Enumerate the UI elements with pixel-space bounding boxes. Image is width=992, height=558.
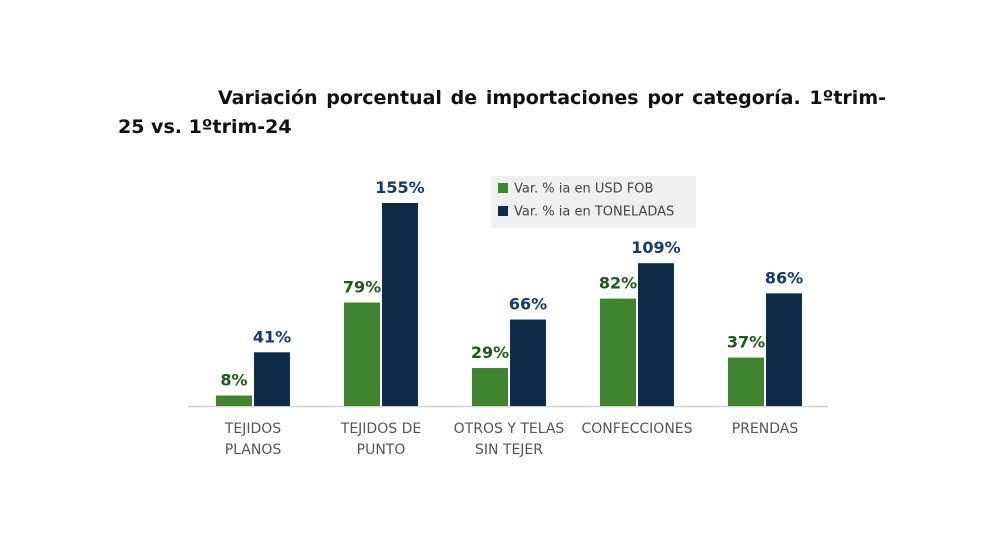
data-label-usd-3: 82%	[599, 274, 637, 293]
category-label-3-0: CONFECCIONES	[581, 421, 692, 437]
bar-ton-0	[254, 352, 290, 406]
bar-ton-2	[510, 319, 546, 406]
bar-usd-2	[472, 368, 508, 406]
bar-usd-0	[216, 395, 252, 406]
data-label-ton-4: 86%	[765, 268, 803, 287]
bar-usd-3	[600, 298, 636, 406]
data-label-usd-0: 8%	[220, 371, 247, 390]
category-label-0-0: TEJIDOS	[224, 421, 281, 437]
data-label-usd-2: 29%	[471, 343, 509, 362]
chart-title: Variación porcentual de importaciones po…	[118, 87, 886, 138]
legend-box	[492, 176, 696, 228]
data-label-ton-3: 109%	[631, 238, 680, 257]
category-label-4-0: PRENDAS	[732, 421, 799, 437]
bar-ton-1	[382, 203, 418, 406]
category-label-2-1: SIN TEJER	[475, 442, 543, 458]
data-label-usd-1: 79%	[343, 278, 381, 297]
bar-ton-4	[766, 293, 802, 406]
category-label-2-0: OTROS Y TELAS	[454, 421, 565, 437]
legend-label-usd: Var. % ia en USD FOB	[514, 182, 653, 197]
bar-usd-4	[728, 357, 764, 406]
data-label-usd-4: 37%	[727, 333, 765, 352]
bar-ton-3	[638, 263, 674, 406]
category-label-1-1: PUNTO	[357, 442, 406, 458]
legend-swatch-ton	[498, 206, 508, 216]
data-label-ton-1: 155%	[375, 178, 424, 197]
bar-usd-1	[344, 302, 380, 406]
category-label-0-1: PLANOS	[225, 442, 282, 458]
data-label-ton-0: 41%	[253, 327, 291, 346]
category-label-1-0: TEJIDOS DE	[340, 421, 421, 437]
legend-label-ton: Var. % ia en TONELADAS	[514, 205, 674, 220]
data-label-ton-2: 66%	[509, 295, 547, 314]
legend-swatch-usd	[498, 183, 508, 193]
